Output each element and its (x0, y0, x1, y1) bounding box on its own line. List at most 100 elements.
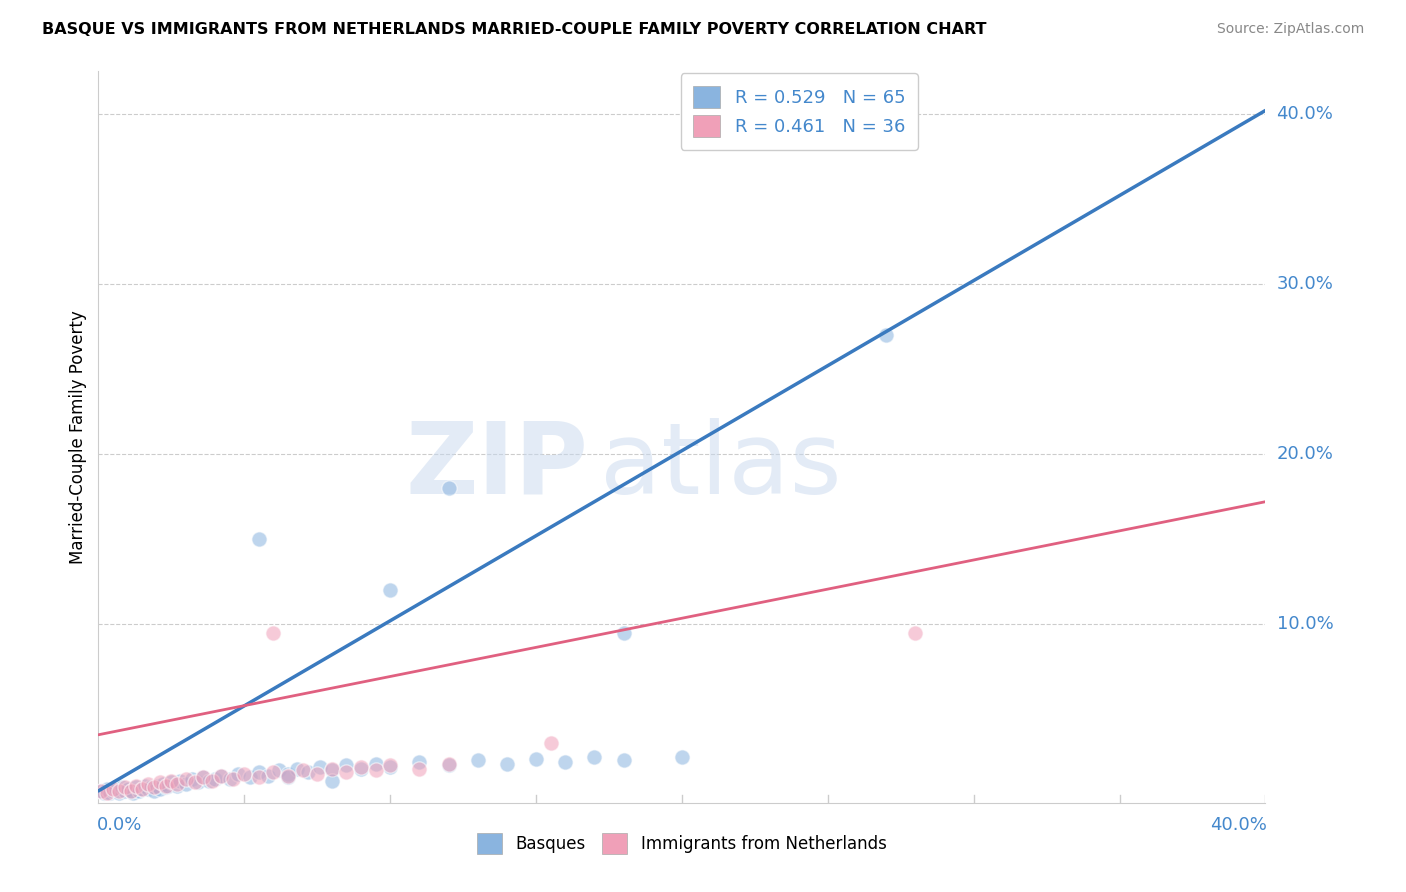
Point (297, 765, 319, 780)
Point (122, 786, 145, 800)
Point (583, 750, 606, 764)
Point (93, 786, 115, 800)
Point (166, 777, 188, 791)
Point (193, 770, 215, 784)
Point (437, 758, 460, 772)
Point (198, 773, 221, 788)
Point (467, 753, 489, 767)
Point (524, 751, 547, 765)
Point (291, 764, 314, 778)
Point (142, 784, 165, 798)
Point (117, 782, 139, 797)
Point (169, 773, 191, 788)
Point (146, 779, 169, 793)
Point (350, 760, 373, 774)
Point (204, 772, 226, 786)
Point (262, 625, 284, 640)
Text: atlas: atlas (600, 417, 842, 515)
Point (437, 756, 460, 771)
Point (228, 767, 250, 781)
Point (114, 784, 136, 798)
Point (321, 764, 343, 778)
Point (149, 782, 172, 797)
Point (120, 784, 142, 798)
Point (408, 762, 430, 776)
Point (380, 583, 402, 598)
Point (125, 780, 148, 795)
Point (612, 625, 634, 640)
Text: 10.0%: 10.0% (1277, 615, 1333, 633)
Text: BASQUE VS IMMIGRANTS FROM NETHERLANDS MARRIED-COUPLE FAMILY POVERTY CORRELATION : BASQUE VS IMMIGRANTS FROM NETHERLANDS MA… (42, 22, 987, 37)
Text: ZIP: ZIP (406, 417, 589, 515)
Point (111, 780, 134, 795)
Point (218, 772, 240, 786)
Point (101, 784, 124, 798)
Text: Source: ZipAtlas.com: Source: ZipAtlas.com (1216, 22, 1364, 37)
Point (904, 625, 927, 640)
Point (554, 755, 576, 769)
Point (96, 782, 118, 797)
Point (321, 762, 343, 776)
Point (152, 777, 174, 791)
Point (96, 786, 118, 800)
Point (183, 775, 205, 789)
Point (201, 773, 224, 788)
Point (256, 768, 278, 782)
Point (166, 779, 188, 793)
Point (335, 765, 357, 780)
Point (108, 786, 131, 800)
Point (131, 782, 153, 797)
Point (98, 786, 121, 800)
Point (309, 760, 332, 774)
Point (157, 779, 180, 793)
Point (364, 764, 387, 778)
Point (612, 753, 634, 767)
Point (209, 768, 232, 782)
Point (380, 758, 402, 772)
Legend: Basques, Immigrants from Netherlands: Basques, Immigrants from Netherlands (471, 827, 893, 860)
Point (114, 780, 136, 795)
Point (160, 773, 183, 788)
Text: 40.0%: 40.0% (1277, 105, 1333, 123)
Point (233, 767, 256, 781)
Point (247, 765, 270, 780)
Point (408, 755, 430, 769)
Point (277, 770, 299, 784)
Point (262, 765, 284, 780)
Point (307, 767, 329, 781)
Point (277, 768, 299, 782)
Point (285, 762, 308, 776)
Point (131, 782, 153, 797)
Point (149, 775, 172, 789)
Point (269, 764, 291, 778)
Point (120, 784, 142, 798)
Point (221, 772, 243, 786)
Y-axis label: Married-Couple Family Poverty: Married-Couple Family Poverty (69, 310, 87, 564)
Point (364, 756, 387, 771)
Point (180, 772, 202, 786)
Point (277, 767, 299, 781)
Point (247, 532, 270, 546)
Point (155, 780, 177, 795)
Point (136, 777, 159, 791)
Point (90, 784, 112, 798)
Point (174, 772, 197, 786)
Point (174, 777, 197, 791)
Point (209, 768, 232, 782)
Text: 0.0%: 0.0% (97, 816, 142, 834)
Point (540, 736, 562, 750)
Point (875, 328, 897, 343)
Point (380, 760, 402, 774)
Point (104, 782, 127, 797)
Point (239, 770, 262, 784)
Point (128, 784, 150, 798)
Point (350, 762, 373, 776)
Point (437, 481, 460, 495)
Point (496, 756, 519, 771)
Point (193, 770, 215, 784)
Point (142, 780, 165, 795)
Point (321, 773, 343, 788)
Text: 30.0%: 30.0% (1277, 275, 1333, 293)
Text: 40.0%: 40.0% (1209, 816, 1267, 834)
Point (187, 775, 209, 789)
